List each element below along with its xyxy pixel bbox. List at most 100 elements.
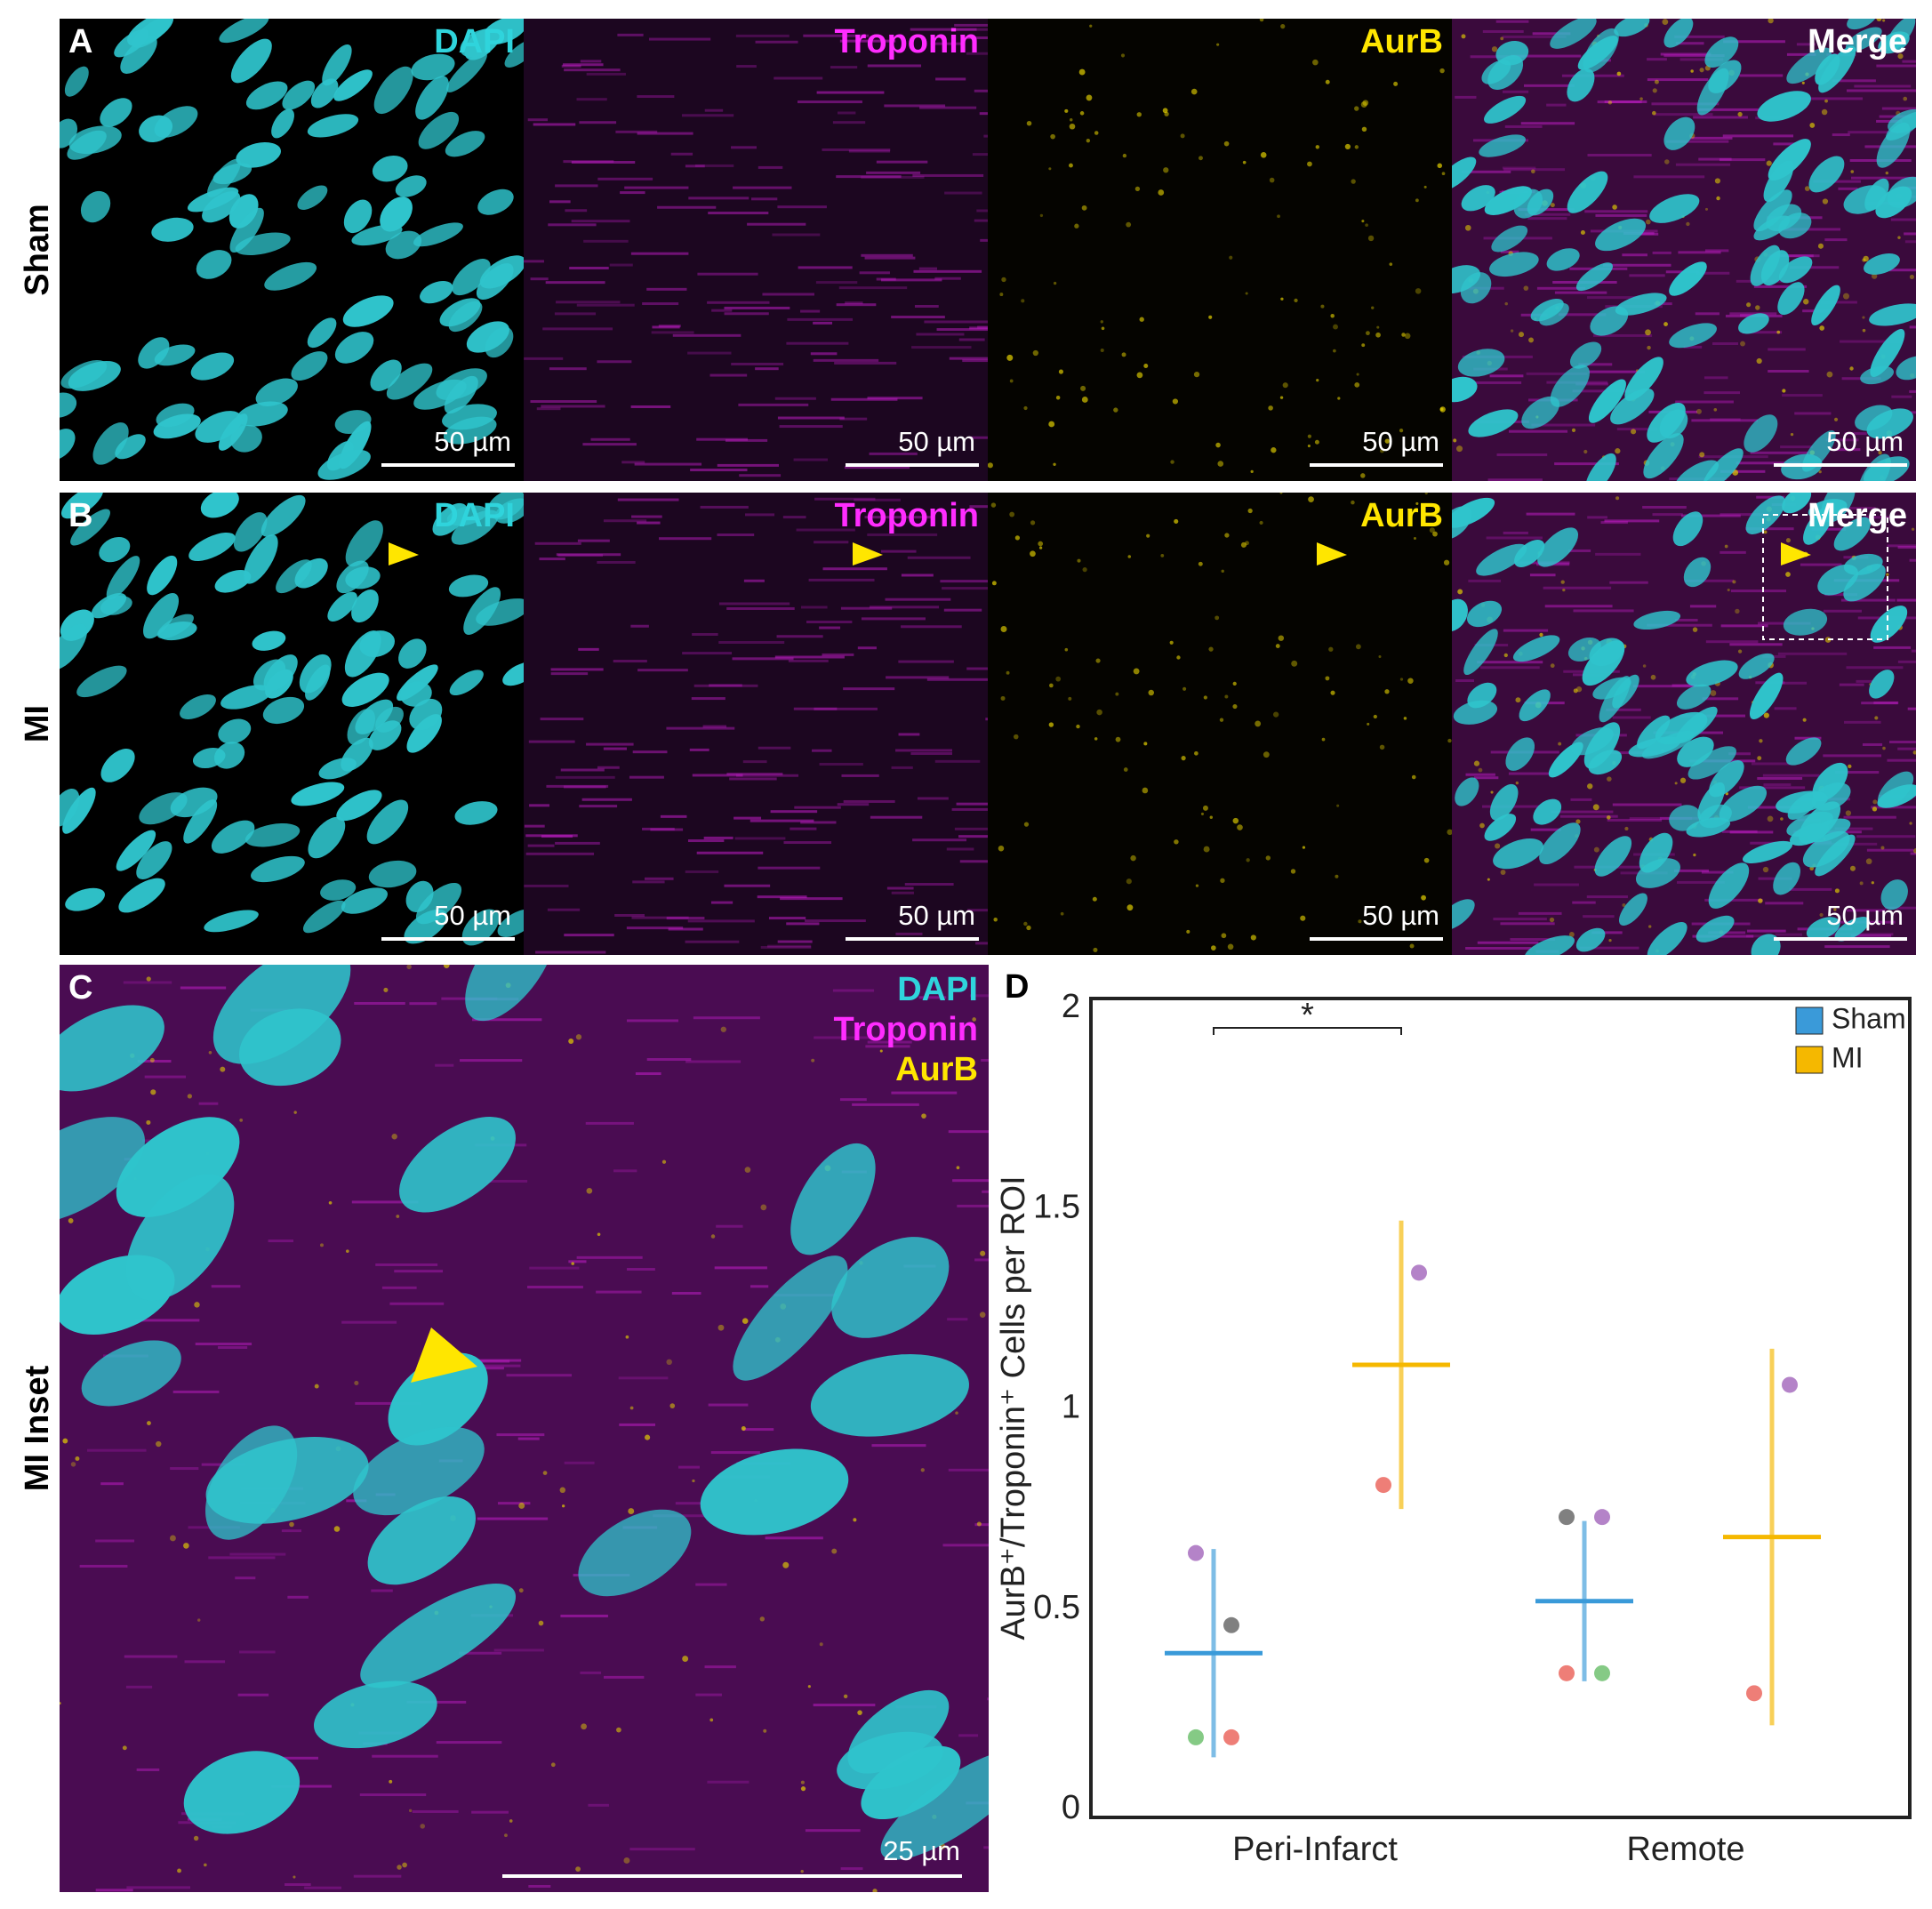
fiber	[866, 171, 921, 174]
speck	[1139, 317, 1144, 322]
speck	[1439, 68, 1445, 74]
fiber	[517, 1437, 540, 1440]
fiber	[1482, 29, 1524, 33]
speck	[1126, 221, 1132, 228]
nucleus	[452, 259, 491, 296]
fiber	[563, 63, 604, 67]
speck	[1203, 695, 1207, 700]
fiber	[560, 768, 605, 772]
fiber	[1554, 291, 1607, 294]
speck	[1358, 919, 1362, 924]
nucleus	[307, 114, 359, 138]
nucleus	[125, 1174, 235, 1301]
fiber	[910, 752, 952, 756]
fiber	[1833, 507, 1876, 510]
fiber	[1503, 629, 1549, 632]
speck	[1528, 337, 1534, 343]
speck	[1817, 243, 1824, 249]
fiber	[577, 539, 610, 542]
nucleus	[1546, 248, 1580, 271]
speck	[759, 1616, 765, 1622]
speck	[1389, 262, 1393, 266]
nucleus	[244, 534, 278, 584]
speck	[1612, 205, 1617, 210]
speck	[1122, 153, 1127, 158]
fiber	[912, 173, 984, 177]
speck	[1415, 501, 1419, 505]
fiber	[1587, 516, 1607, 519]
speck	[692, 1479, 695, 1483]
fiber	[642, 827, 675, 830]
fiber	[843, 687, 895, 691]
speck	[208, 1050, 212, 1055]
fiber	[724, 884, 771, 887]
micrograph	[988, 19, 1452, 481]
scale-bar-label: 50 µm	[1826, 900, 1904, 931]
speck	[1648, 925, 1652, 928]
fiber	[695, 1583, 727, 1586]
speck	[1713, 407, 1718, 412]
fiber	[760, 945, 812, 949]
fiber	[170, 1467, 199, 1471]
fiber	[1840, 340, 1904, 343]
speck	[1202, 805, 1208, 811]
fiber	[371, 1589, 393, 1592]
nucleus	[1575, 262, 1613, 292]
fiber	[703, 836, 734, 839]
speck	[1308, 496, 1314, 503]
fiber	[690, 469, 748, 472]
nucleus	[99, 536, 131, 563]
fiber	[1873, 646, 1912, 649]
nucleus	[444, 375, 478, 414]
nucleus	[64, 66, 89, 97]
fiber	[912, 838, 967, 842]
speck	[1662, 19, 1669, 25]
nucleus	[60, 1117, 145, 1224]
speck	[320, 1243, 324, 1247]
speck	[1221, 569, 1224, 574]
speck	[1821, 108, 1828, 116]
speck	[194, 1302, 200, 1308]
fiber	[934, 277, 961, 280]
nucleus	[310, 78, 339, 108]
fiber	[1693, 116, 1748, 119]
fiber	[650, 828, 684, 831]
nucleus	[1527, 188, 1554, 216]
nucleus	[1869, 303, 1916, 326]
speck	[1615, 496, 1620, 501]
nucleus	[1575, 927, 1606, 952]
nucleus	[1677, 736, 1714, 767]
speck	[389, 1779, 393, 1784]
fiber	[758, 746, 791, 750]
nucleus	[1643, 433, 1684, 479]
nucleus	[236, 142, 281, 168]
data-point	[1594, 1509, 1610, 1526]
speck	[1624, 826, 1629, 831]
speck	[920, 1468, 925, 1472]
fiber	[1777, 652, 1848, 655]
speck	[998, 845, 1005, 852]
fiber	[634, 462, 702, 466]
fiber	[1568, 549, 1591, 552]
channel-label: DAPI	[897, 971, 978, 1008]
fiber	[630, 252, 689, 255]
fiber	[524, 824, 545, 828]
fiber	[1889, 741, 1916, 744]
fiber	[972, 153, 988, 156]
nucleus	[578, 1509, 692, 1597]
fiber	[1696, 271, 1730, 275]
nucleus	[461, 909, 500, 946]
speck	[1194, 750, 1198, 756]
fiber	[1575, 382, 1608, 386]
speck	[1862, 316, 1865, 319]
nucleus	[485, 326, 514, 358]
nucleus	[195, 411, 243, 443]
nucleus	[1649, 194, 1700, 223]
nucleus	[375, 706, 404, 733]
fiber	[780, 897, 843, 901]
fiber	[700, 505, 749, 509]
speck	[1193, 372, 1200, 378]
fiber	[948, 1468, 989, 1472]
speck	[921, 1113, 926, 1119]
fiber	[1691, 419, 1758, 422]
